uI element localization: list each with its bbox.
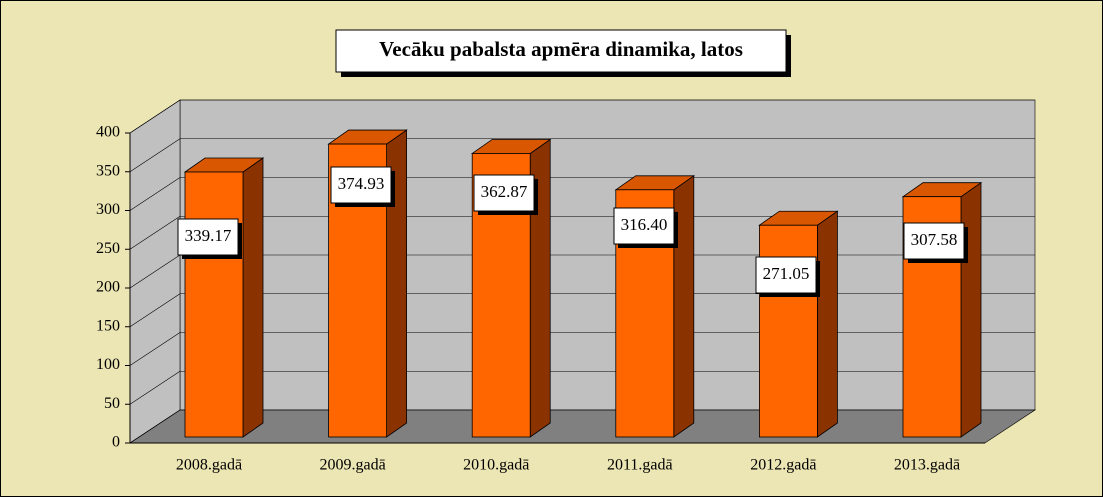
y-tick-label: 0: [112, 434, 120, 451]
x-tick-label: 2013.gadā: [894, 457, 960, 474]
value-label: 271.05: [763, 264, 810, 283]
floor: [129, 409, 1036, 444]
grid-line: [129, 177, 181, 211]
label-box: [473, 174, 535, 212]
y-tick-label: 350: [96, 162, 120, 179]
grid-line: [129, 332, 181, 366]
value-label: 316.40: [621, 215, 668, 234]
value-label: 307.58: [911, 230, 958, 249]
label-box: [330, 166, 392, 204]
y-tick-label: 300: [96, 201, 120, 218]
chart-title: Vecāku pabalsta apmēra dinamika, latos: [379, 37, 743, 61]
y-tick-label: 400: [96, 124, 120, 141]
grid-line: [129, 409, 181, 444]
label-box: [755, 256, 817, 294]
value-label: 374.93: [338, 174, 385, 193]
grid: [129, 99, 1035, 444]
title-box: [335, 29, 787, 73]
grid-line: [129, 215, 181, 250]
grid-line: [129, 138, 181, 173]
grid-line: [129, 99, 181, 134]
value-label: 362.87: [481, 182, 528, 201]
x-tick-label: 2011.gadā: [607, 457, 673, 474]
label-box: [613, 207, 675, 245]
label-box: [903, 222, 965, 260]
grid-line: [129, 254, 181, 289]
y-tick-label: 100: [96, 356, 120, 373]
value-label: 339.17: [185, 226, 232, 245]
y-tick-label: 200: [96, 279, 120, 296]
y-tick-label: 50: [104, 395, 120, 412]
x-tick-label: 2010.gadā: [463, 457, 529, 474]
bar-side: [817, 210, 838, 438]
x-tick-label: 2012.gadā: [750, 457, 816, 474]
y-tick-label: 250: [96, 240, 120, 257]
x-tick-label: 2009.gadā: [319, 457, 385, 474]
grid-line: [129, 370, 181, 405]
grid-line: [129, 293, 181, 328]
bar-side: [960, 181, 982, 438]
bar-side: [242, 157, 264, 438]
x-tick-label: 2008.gadā: [176, 457, 242, 474]
bar: [184, 171, 244, 438]
label-box: [177, 218, 239, 256]
y-tick-label: 150: [96, 317, 120, 334]
